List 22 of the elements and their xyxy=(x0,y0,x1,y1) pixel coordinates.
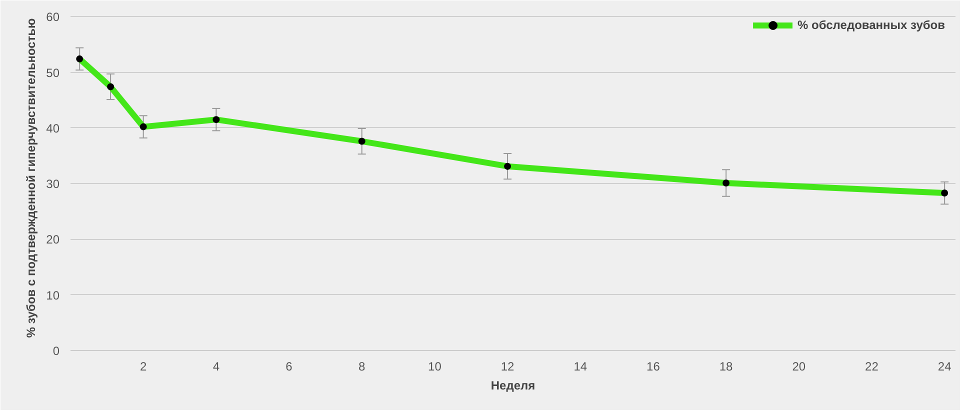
y-tick-label: 40 xyxy=(46,121,60,136)
x-tick-label: 8 xyxy=(358,360,366,374)
x-tick-label: 16 xyxy=(646,360,660,374)
x-tick-label: 22 xyxy=(865,360,879,374)
x-tick-label: 2 xyxy=(140,360,148,374)
y-axis-title: % зубов с подтвержденной гиперчувствительностью xyxy=(24,18,38,338)
x-tick-label: 18 xyxy=(719,360,734,374)
x-tick-label: 20 xyxy=(792,360,806,374)
legend-label: % обследованных зубов xyxy=(798,18,945,32)
x-tick-label: 10 xyxy=(428,360,442,374)
y-tick-label: 30 xyxy=(46,177,60,192)
x-tick-label: 6 xyxy=(286,360,293,374)
y-tick-label: 50 xyxy=(46,66,60,80)
x-tick-label: 24 xyxy=(938,360,952,374)
y-tick-label: 60 xyxy=(46,10,60,24)
x-axis-title: Неделя xyxy=(490,378,536,392)
x-tick-label: 14 xyxy=(574,360,588,374)
y-tick-label: 20 xyxy=(46,232,60,247)
x-tick-label: 4 xyxy=(212,360,220,374)
y-tick-label: 0 xyxy=(52,344,60,358)
x-tick-label: 12 xyxy=(500,360,515,374)
y-tick-label: 10 xyxy=(46,288,60,302)
